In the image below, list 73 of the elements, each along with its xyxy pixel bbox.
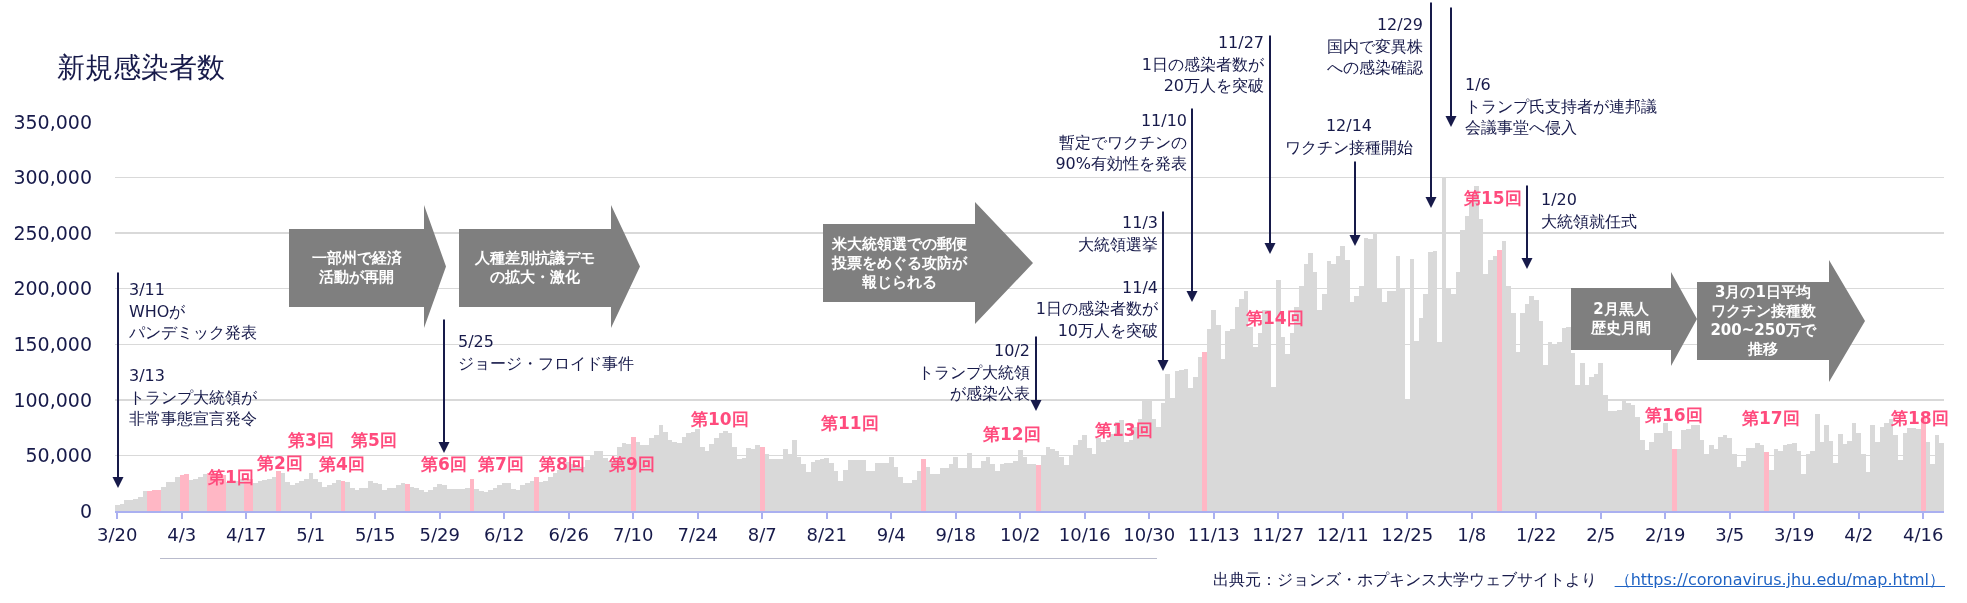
x-tick-label: 8/21	[806, 523, 847, 545]
annotation: 第17回	[1741, 408, 1800, 428]
annotation: 第13回	[1094, 420, 1153, 440]
y-tick-label: 300,000	[13, 166, 92, 189]
annotation: 第14回	[1245, 308, 1304, 328]
y-tick-label: 0	[79, 499, 92, 522]
x-tick-label: 10/2	[1000, 523, 1041, 545]
y-tick-label: 350,000	[13, 110, 92, 133]
annotation: 人種差別抗議デモの拡大・激化	[474, 249, 596, 287]
annotation: 1/6 トランプ氏支持者が連邦議会議事堂へ侵入	[1465, 74, 1658, 139]
x-tick-label: 9/4	[876, 523, 906, 545]
x-tick-label: 4/16	[1903, 523, 1944, 545]
text: 出典元：ジョンズ・ホプキンス大学ウェブサイトより	[1212, 570, 1597, 589]
x-tick-label: 9/18	[935, 523, 976, 545]
annotation: 第1回	[207, 467, 254, 487]
y-tick-label: 100,000	[13, 388, 92, 411]
x-tick-label: 7/10	[613, 523, 654, 545]
x-tick-label: 5/29	[419, 523, 461, 545]
x-tick-label: 7/24	[677, 523, 718, 545]
x-tick-label: 4/2	[1844, 523, 1874, 545]
annotation: 第5回	[350, 430, 397, 450]
x-tick-label: 6/26	[548, 523, 589, 545]
x-tick-label: 11/13	[1187, 523, 1240, 545]
annotation: 1/20 大統領就任式	[1541, 189, 1637, 232]
annotation: 12/14 ワクチン接種開始	[1285, 115, 1413, 158]
annotation: 第16回	[1644, 405, 1703, 425]
x-tick-label: 5/15	[355, 523, 396, 545]
x-tick-label: 11/27	[1252, 523, 1305, 545]
x-tick-label: 8/7	[747, 523, 777, 545]
annotation: 第8回	[538, 454, 585, 474]
x-tick-label: 10/16	[1058, 523, 1111, 545]
annotation: 3月の1日平均ワクチン接種数 200~250万で推移	[1710, 283, 1816, 359]
y-tick-label: 150,000	[13, 332, 92, 355]
annotation: 第3回	[287, 430, 334, 450]
annotation: 第7回	[477, 454, 524, 474]
annotation: 第2回	[256, 453, 303, 473]
annotation: 10/2 トランプ大統領が感染公表	[917, 340, 1030, 405]
annotation: 一部州で経済活動が再開	[310, 249, 403, 287]
x-tick-label: 6/12	[484, 523, 525, 545]
annotation: 5/25 ジョージ・フロイド事件	[458, 331, 634, 374]
x-tick-label: 3/5	[1715, 523, 1745, 545]
annotation: 米大統領選での郵便投票をめぐる攻防が報じられる	[830, 234, 969, 292]
annotation: 2月黒人歴史月間	[1590, 300, 1652, 338]
x-tick-label: 4/17	[226, 523, 267, 545]
x-tick-label: 2/5	[1586, 523, 1616, 545]
x-tick-label: 4/3	[167, 523, 197, 545]
x-tick-label: 3/20	[97, 523, 138, 545]
annotation: 第10回	[690, 409, 749, 429]
annotation: 第18回	[1890, 408, 1949, 428]
x-tick-label: 12/25	[1381, 523, 1434, 545]
text: （https://coronavirus.jhu.edu/map.html）	[1614, 570, 1945, 589]
x-tick-label: 10/30	[1123, 523, 1176, 545]
x-tick-label: 1/8	[1457, 523, 1487, 545]
y-tick-label: 250,000	[13, 221, 92, 244]
text: 11/27 1日の感染者数が 20万人を突破	[1141, 32, 1264, 97]
text: 12/29 国内で変異株への感染確認	[1326, 14, 1423, 79]
annotation: 第4回	[318, 454, 365, 474]
y-tick-label: 50,000	[25, 444, 92, 467]
annotation: 第9回	[608, 454, 655, 474]
x-tick-label: 12/11	[1316, 523, 1369, 545]
x-tick-label: 3/19	[1774, 523, 1815, 545]
annotation: 第6回	[420, 454, 467, 474]
annotation: 第11回	[820, 413, 879, 433]
annotation: 第15回	[1463, 188, 1522, 208]
x-tick-label: 5/1	[296, 523, 326, 545]
text: 3/11 WHOがパンデミック発表 3/13 トランプ大統領が非常事態宣言発令	[129, 280, 257, 428]
annotation: 第12回	[982, 424, 1041, 444]
x-tick-label: 1/22	[1516, 523, 1557, 545]
x-tick-label: 2/19	[1645, 523, 1686, 545]
chart-title: 新規感染者数	[57, 50, 225, 84]
y-tick-label: 200,000	[13, 277, 92, 300]
text: 11/3 大統領選挙 11/4 1日の感染者数が 10万人を突破	[1035, 213, 1158, 340]
annotation: 11/10 暫定でワクチンの 90%有効性を発表	[1055, 110, 1187, 175]
